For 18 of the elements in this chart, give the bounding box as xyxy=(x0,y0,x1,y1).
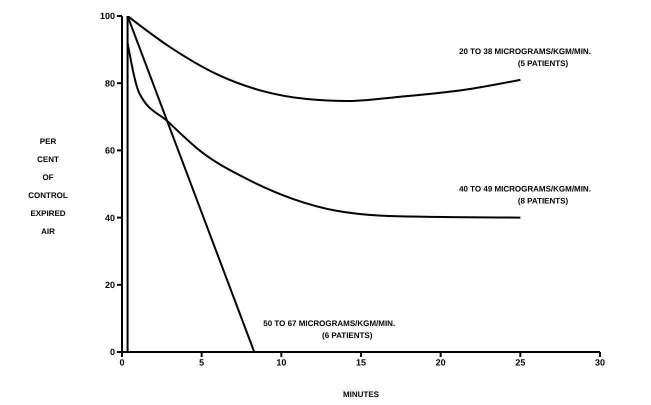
y-axis-title: PER CENT OF CONTROL EXPIRED AIR xyxy=(28,137,68,236)
x-tick-label: 30 xyxy=(594,357,606,368)
x-tick-label: 10 xyxy=(276,357,286,368)
y-tick-label: 60 xyxy=(104,146,115,156)
x-tick-label: 0 xyxy=(119,357,125,368)
x-axis-title: MINUTES xyxy=(343,390,380,399)
y-tick-label: 0 xyxy=(110,347,115,358)
x-tick-label: 15 xyxy=(356,357,366,368)
text: 20 TO 38 MICROGRAMS/KGM/MIN. (5 PATIENTS) xyxy=(459,46,591,68)
series-label: 50 TO 67 MICROGRAMS/KGM/MIN. (6 PATIENTS) xyxy=(263,319,396,340)
y-tick-label: 100 xyxy=(100,11,115,22)
series-label: 40 TO 49 MICROGRAMS/KGM/MIN. (8 PATIENTS) xyxy=(459,184,591,206)
y-tick-label: 20 xyxy=(104,280,115,290)
x-tick-label: 5 xyxy=(199,357,204,368)
y-tick-label: 80 xyxy=(104,78,115,88)
y-tick-label: 40 xyxy=(104,212,115,223)
x-tick-label: 20 xyxy=(436,357,446,368)
x-tick-label: 25 xyxy=(515,357,526,368)
